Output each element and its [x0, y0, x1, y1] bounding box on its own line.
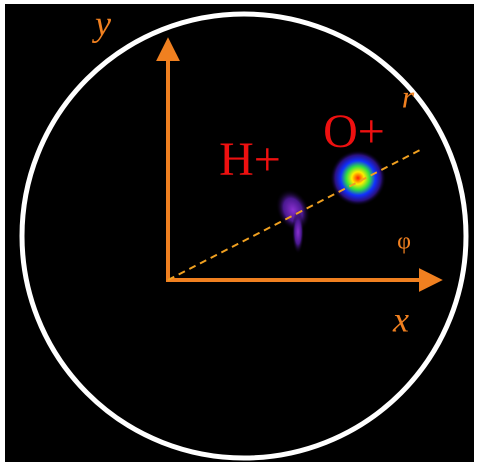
h-plus-label: H+ — [219, 133, 281, 186]
r-label: r — [402, 78, 415, 114]
x-label: x — [392, 299, 409, 339]
phi-label: φ — [397, 229, 411, 255]
o-plus-label: O+ — [323, 105, 385, 158]
y-label: y — [92, 3, 111, 43]
detector-image: y x r φ H+ O+ — [0, 0, 479, 466]
h-plus-tail — [292, 210, 304, 254]
o-plus-blob — [330, 150, 386, 206]
page: {"labels": {"y_axis": "y", "x_axis": "x"… — [0, 0, 479, 466]
